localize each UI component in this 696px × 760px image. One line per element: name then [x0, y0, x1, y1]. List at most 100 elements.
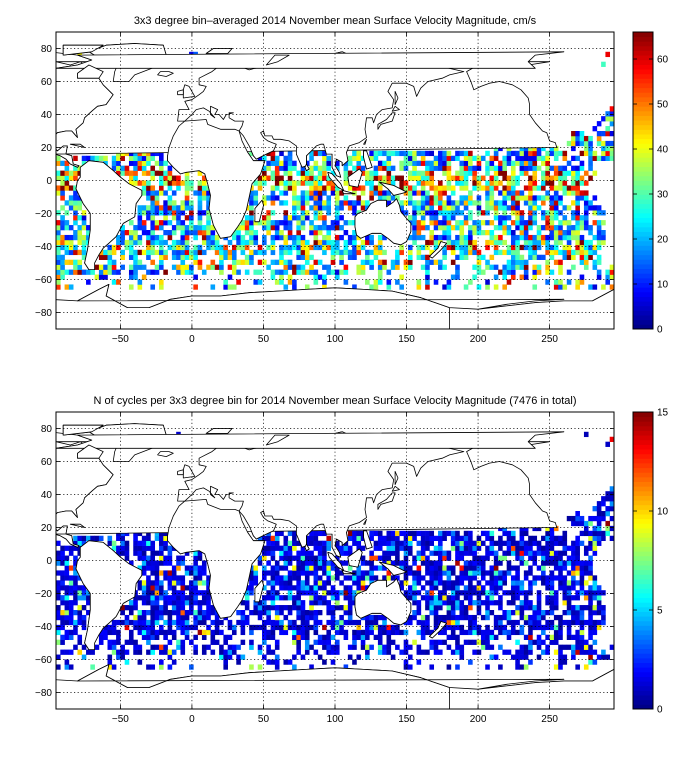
- heatmap-cell: [176, 239, 181, 246]
- heatmap-cell: [429, 595, 435, 601]
- heatmap-cell: [605, 506, 611, 512]
- colorbar-step: [633, 110, 653, 116]
- heatmap-cell: [382, 649, 387, 655]
- heatmap-cell: [515, 195, 520, 201]
- colorbar-step: [633, 467, 653, 473]
- colorbar-step: [633, 277, 653, 283]
- heatmap-cell: [73, 629, 78, 636]
- heatmap-cell: [480, 175, 486, 181]
- heatmap-cell: [283, 234, 289, 241]
- heatmap-cell: [399, 560, 404, 566]
- heatmap-cell: [159, 659, 164, 665]
- colorbar-step: [633, 301, 653, 307]
- heatmap-cell: [373, 545, 379, 551]
- heatmap-cell: [356, 160, 362, 166]
- heatmap-cell: [588, 200, 593, 206]
- landmass-wrap: [167, 119, 266, 239]
- heatmap-cell: [150, 540, 156, 546]
- heatmap-cell: [60, 190, 65, 196]
- heatmap-cell: [141, 560, 147, 566]
- heatmap-cell: [562, 175, 568, 181]
- heatmap-cell: [249, 644, 254, 650]
- heatmap-cell: [416, 644, 422, 650]
- heatmap-cell: [536, 264, 542, 270]
- heatmap-cell: [274, 160, 280, 166]
- heatmap-cell: [141, 180, 147, 186]
- heatmap-cell: [270, 160, 276, 166]
- heatmap-cell: [81, 585, 87, 591]
- heatmap-cell: [68, 664, 74, 670]
- heatmap-cell: [257, 649, 263, 655]
- heatmap-cell: [128, 239, 134, 246]
- heatmap-cell: [515, 605, 520, 611]
- heatmap-cell: [141, 614, 147, 621]
- heatmap-cell: [335, 600, 340, 606]
- heatmap-cell: [532, 535, 538, 541]
- heatmap-cell: [407, 644, 413, 650]
- heatmap-cell: [322, 215, 327, 221]
- colorbar-step: [633, 657, 653, 663]
- heatmap-cell: [416, 575, 422, 581]
- heatmap-cell: [365, 624, 370, 631]
- heatmap-cell: [227, 264, 233, 270]
- heatmap-cell: [377, 239, 383, 246]
- heatmap-cell: [274, 225, 280, 231]
- heatmap-cell: [446, 225, 452, 231]
- heatmap-cell: [459, 565, 465, 571]
- heatmap-cell: [184, 190, 190, 196]
- landmass-wrap: [254, 199, 264, 223]
- colorbar-step: [633, 236, 653, 242]
- colorbar-step: [633, 69, 653, 75]
- heatmap-cell: [528, 639, 533, 645]
- heatmap-cell: [450, 239, 456, 246]
- heatmap-cell: [373, 185, 379, 191]
- heatmap-cell: [382, 234, 387, 241]
- heatmap-cell: [309, 540, 314, 546]
- heatmap-cell: [352, 629, 357, 636]
- heatmap-cell: [592, 545, 598, 551]
- heatmap-cell: [403, 545, 409, 551]
- heatmap-cell: [283, 160, 289, 166]
- heatmap-cell: [566, 629, 572, 636]
- heatmap-cell: [429, 239, 435, 246]
- heatmap-cell: [300, 550, 306, 556]
- heatmap-cell: [377, 279, 383, 285]
- heatmap-cell: [416, 180, 422, 186]
- heatmap-cell: [468, 210, 473, 216]
- heatmap-cell: [463, 215, 469, 221]
- heatmap-cell: [150, 624, 156, 631]
- heatmap-cell: [575, 200, 580, 206]
- heatmap-cell: [335, 225, 340, 231]
- heatmap-cell: [403, 590, 409, 596]
- heatmap-cell: [270, 249, 276, 256]
- heatmap-cell: [455, 590, 460, 596]
- heatmap-cell: [579, 175, 585, 181]
- heatmap-cell: [566, 249, 572, 256]
- heatmap-cell: [510, 269, 516, 275]
- heatmap-cell: [167, 200, 173, 206]
- heatmap-cell: [154, 225, 160, 231]
- heatmap-cell: [56, 155, 61, 161]
- heatmap-cell: [124, 605, 130, 611]
- heatmap-cell: [60, 215, 65, 221]
- heatmap-cell: [403, 530, 409, 537]
- heatmap-cell: [154, 249, 160, 256]
- heatmap-cell: [262, 234, 267, 241]
- heatmap-cell: [98, 249, 104, 256]
- heatmap-cell: [519, 560, 525, 566]
- heatmap-cell: [420, 560, 426, 566]
- heatmap-cell: [120, 605, 125, 611]
- heatmap-cell: [313, 535, 319, 541]
- heatmap-cell: [575, 279, 580, 285]
- heatmap-cell: [519, 220, 525, 226]
- heatmap-cell: [438, 165, 443, 171]
- heatmap-cell: [64, 239, 70, 246]
- heatmap-cell: [412, 600, 417, 606]
- heatmap-cell: [450, 244, 456, 251]
- heatmap-cell: [420, 540, 426, 546]
- heatmap-cell: [493, 654, 499, 660]
- heatmap-cell: [588, 175, 593, 181]
- heatmap-cell: [515, 249, 520, 256]
- heatmap-cell: [313, 530, 319, 537]
- heatmap-cell: [545, 269, 550, 275]
